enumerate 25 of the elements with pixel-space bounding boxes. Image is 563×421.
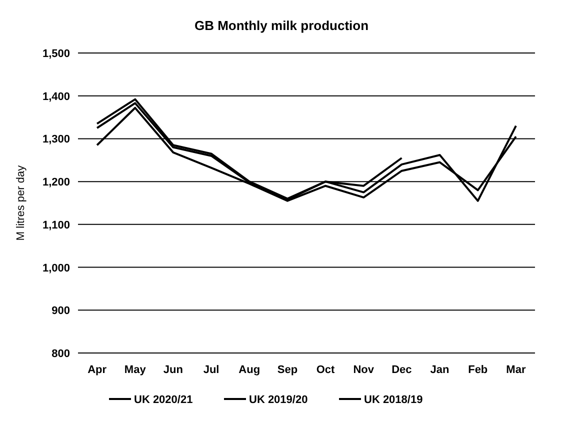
x-tick-label: Feb	[468, 364, 488, 376]
y-tick-label: 1,300	[42, 134, 70, 146]
x-tick-label: May	[124, 364, 147, 376]
y-tick-label: 1,200	[42, 176, 70, 189]
x-tick-label: Jul	[203, 364, 220, 376]
x-tick-label: Oct	[316, 364, 336, 376]
x-tick-label: Dec	[392, 364, 412, 376]
x-tick-label: Sep	[277, 364, 298, 376]
y-axis-title: M litres per day	[15, 164, 27, 241]
x-tick-label: Nov	[353, 364, 375, 376]
y-tick-label: 1,000	[42, 262, 70, 274]
y-tick-label: 900	[52, 305, 70, 318]
legend-label: UK 2020/21	[134, 394, 193, 406]
y-tick-label: 800	[52, 348, 70, 360]
x-tick-label: Apr	[88, 364, 108, 376]
x-tick-label: Jan	[430, 364, 450, 376]
chart-title: GB Monthly milk production	[194, 18, 369, 33]
x-tick-label: Mar	[506, 364, 526, 376]
y-tick-label: 1,100	[42, 219, 70, 232]
legend-label: UK 2018/19	[364, 394, 423, 406]
x-tick-label: Aug	[238, 364, 260, 376]
y-tick-label: 1,500	[42, 48, 70, 60]
x-tick-label: Jun	[163, 364, 184, 376]
y-tick-label: 1,400	[42, 90, 70, 103]
legend-label: UK 2019/20	[249, 394, 308, 406]
